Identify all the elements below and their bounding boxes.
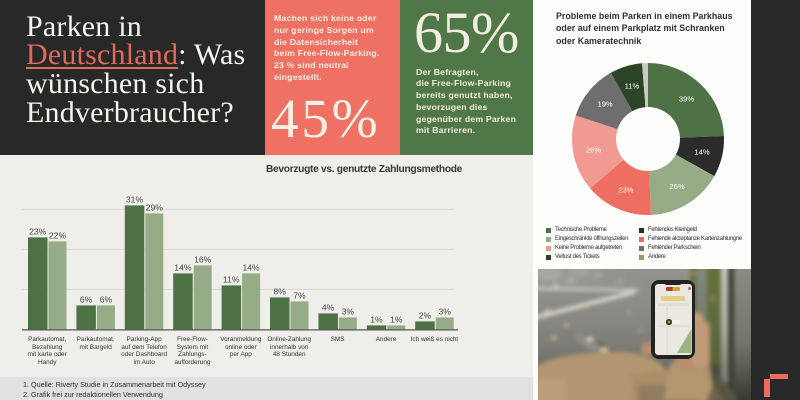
svg-text:16%: 16%: [194, 254, 212, 264]
svg-text:23%: 23%: [618, 185, 633, 194]
svg-text:4%: 4%: [322, 302, 335, 312]
svg-text:3%: 3%: [438, 306, 451, 316]
svg-text:39%: 39%: [679, 95, 694, 104]
svg-text:29%: 29%: [146, 202, 164, 212]
svg-text:1%: 1%: [390, 314, 403, 324]
svg-text:31%: 31%: [126, 194, 144, 204]
svg-text:14%: 14%: [694, 148, 709, 157]
svg-text:14%: 14%: [242, 262, 260, 272]
svg-text:19%: 19%: [597, 99, 612, 108]
svg-text:3%: 3%: [342, 306, 355, 316]
svg-text:23%: 23%: [29, 226, 47, 236]
svg-text:6%: 6%: [100, 294, 113, 304]
svg-text:7%: 7%: [293, 290, 306, 300]
svg-text:1%: 1%: [370, 314, 383, 324]
svg-text:11%: 11%: [625, 82, 640, 91]
svg-text:26%: 26%: [586, 145, 601, 154]
svg-text:2%: 2%: [419, 310, 432, 320]
svg-text:6%: 6%: [80, 294, 93, 304]
svg-text:14%: 14%: [174, 262, 192, 272]
svg-text:8%: 8%: [273, 286, 286, 296]
svg-text:26%: 26%: [669, 182, 684, 191]
svg-text:11%: 11%: [223, 274, 240, 284]
svg-text:22%: 22%: [49, 230, 67, 240]
